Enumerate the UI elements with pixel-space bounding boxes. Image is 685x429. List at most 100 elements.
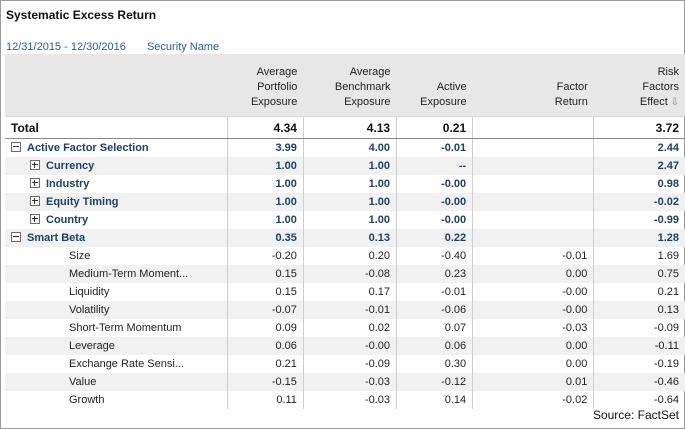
cell-risk-factors-effect: 0.75: [593, 265, 685, 283]
cell-factor-return: 0.01: [472, 373, 594, 391]
row-label-cell: Liquidity: [5, 283, 227, 301]
table-row: Growth 0.11 -0.03 0.14 -0.02 -0.64: [5, 391, 685, 409]
expand-icon[interactable]: [30, 196, 40, 206]
cell-avg-benchmark-exposure: 1.00: [302, 193, 397, 211]
cell-factor-return: [472, 175, 594, 193]
cell-risk-factors-effect: 3.72: [593, 116, 685, 139]
row-label-cell: Medium-Term Moment...: [5, 265, 228, 283]
table-row[interactable]: Equity Timing 1.00 1.00 -0.00 -0.02: [5, 193, 685, 211]
expand-icon[interactable]: [30, 160, 40, 170]
table-row[interactable]: Industry 1.00 1.00 -0.00 0.98: [5, 175, 685, 193]
cell-avg-portfolio-exposure: 3.99: [226, 138, 304, 157]
row-label-cell: Short-Term Momentum: [5, 319, 227, 337]
header-avg-benchmark-exposure-text: Benchmark: [334, 81, 391, 93]
row-label-cell: Exchange Rate Sensi...: [5, 355, 227, 373]
cell-risk-factors-effect: 0.13: [593, 301, 685, 319]
header-avg-portfolio-exposure-text: Portfolio: [257, 81, 298, 93]
cell-risk-factors-effect: -0.09: [593, 319, 685, 337]
cell-avg-portfolio-exposure: 0.06: [226, 337, 304, 355]
cell-avg-benchmark-exposure: -0.03: [302, 373, 397, 391]
cell-risk-factors-effect: 1.69: [593, 247, 685, 265]
cell-avg-benchmark-exposure: 0.17: [302, 283, 397, 301]
table-row[interactable]: Currency 1.00 1.00 -- 2.47: [5, 157, 685, 175]
table-row: Value -0.15 -0.03 -0.12 0.01 -0.46: [5, 373, 685, 391]
cell-avg-portfolio-exposure: 0.35: [226, 229, 304, 247]
report-subheader: 12/31/2015 - 12/30/2016 Security Name: [6, 41, 237, 53]
table-row: Short-Term Momentum 0.09 0.02 0.07 -0.03 -0.0…: [5, 319, 685, 337]
row-label-cell: Country: [5, 211, 227, 229]
header-avg-portfolio-exposure-text: Exposure: [250, 96, 298, 108]
cell-avg-benchmark-exposure: 1.00: [302, 157, 397, 175]
cell-avg-benchmark-exposure: -0.09: [302, 355, 397, 373]
row-label: Currency: [46, 160, 95, 172]
header-active-exposure[interactable]: Active Exposure: [396, 54, 473, 117]
table-row: Volatility -0.07 -0.01 -0.06 -0.00 0.13: [5, 301, 685, 319]
expand-icon[interactable]: [30, 214, 40, 224]
row-label: Liquidity: [69, 286, 110, 298]
cell-factor-return: [472, 138, 594, 157]
cell-active-exposure: -0.01: [396, 283, 473, 301]
cell-risk-factors-effect: 0.98: [593, 175, 685, 193]
cell-avg-benchmark-exposure: 4.13: [302, 116, 397, 139]
cell-factor-return: -0.00: [472, 301, 594, 319]
cell-avg-benchmark-exposure: 0.20: [302, 247, 397, 265]
header-risk-factors-effect-text: Factors: [642, 81, 679, 93]
table-row: Size -0.20 0.20 -0.40 -0.01 1.69: [5, 247, 685, 265]
date-range-link[interactable]: 12/31/2015 - 12/30/2016: [6, 41, 126, 53]
row-label: Size: [69, 250, 91, 262]
table-row: Medium-Term Moment... 0.15 -0.08 0.23 0.00 0.…: [5, 265, 685, 283]
cell-avg-portfolio-exposure: 1.00: [226, 175, 304, 193]
source-note: Source: FactSet: [592, 408, 679, 422]
cell-risk-factors-effect: -0.99: [593, 211, 685, 229]
cell-risk-factors-effect: -0.64: [593, 391, 685, 409]
collapse-icon[interactable]: [11, 142, 21, 152]
header-factor-return-text: Return: [554, 96, 588, 108]
table-header-row: Average Portfolio Exposure Average Benchmark…: [5, 54, 685, 117]
table-row: Exchange Rate Sensi... 0.21 -0.09 0.30 0.00-…: [5, 355, 685, 373]
cell-avg-benchmark-exposure: 0.13: [302, 229, 397, 247]
collapse-icon[interactable]: [11, 232, 21, 242]
cell-avg-benchmark-exposure: -0.08: [302, 265, 397, 283]
cell-risk-factors-effect: -0.02: [593, 193, 685, 211]
sort-descending-icon[interactable]: ⇩: [667, 97, 679, 108]
cell-risk-factors-effect: -0.19: [593, 355, 685, 373]
cell-active-exposure: --: [396, 157, 473, 175]
row-label-cell: Value: [5, 373, 228, 391]
security-name-link[interactable]: Security Name: [146, 41, 220, 53]
header-risk-factors-effect[interactable]: Risk Factors Effect ⇩: [593, 54, 685, 117]
header-factor-return[interactable]: Factor Return: [472, 54, 594, 117]
cell-avg-portfolio-exposure: 1.00: [226, 157, 304, 175]
cell-factor-return: 0.00: [472, 265, 594, 283]
cell-active-exposure: 0.21: [396, 116, 473, 139]
header-avg-benchmark-exposure[interactable]: Average Benchmark Exposure: [303, 54, 397, 117]
cell-active-exposure: -0.12: [396, 373, 473, 391]
cell-factor-return: [472, 157, 594, 175]
row-label-cell: Leverage: [5, 337, 228, 355]
row-label-cell: Smart Beta: [5, 229, 228, 247]
row-label: Volatility: [69, 304, 110, 316]
cell-factor-return: [472, 116, 594, 139]
header-active-exposure-text: Exposure: [420, 96, 467, 108]
cell-active-exposure: 0.22: [396, 229, 473, 247]
expand-icon[interactable]: [30, 178, 40, 188]
cell-factor-return: 0.00: [472, 355, 594, 373]
cell-active-exposure: -0.00: [396, 193, 473, 211]
header-avg-portfolio-exposure[interactable]: Average Portfolio Exposure: [227, 54, 304, 117]
table-row[interactable]: Active Factor Selection 3.99 4.00 -0.01 2.44: [5, 138, 685, 157]
cell-active-exposure: -0.01: [396, 138, 473, 157]
cell-avg-benchmark-exposure: 1.00: [302, 175, 397, 193]
row-label: Active Factor Selection: [27, 142, 149, 154]
cell-avg-benchmark-exposure: -0.00: [302, 337, 397, 355]
cell-active-exposure: 0.06: [396, 337, 473, 355]
cell-risk-factors-effect: -0.11: [593, 337, 685, 355]
row-label: Smart Beta: [27, 232, 86, 244]
cell-factor-return: -0.03: [472, 319, 594, 337]
table-row[interactable]: Country 1.00 1.00 -0.00 -0.99: [5, 211, 685, 229]
table-row[interactable]: Smart Beta 0.35 0.13 0.22 1.28: [5, 229, 685, 247]
row-label-cell: Volatility: [5, 301, 228, 319]
table-row: Leverage 0.06 -0.00 0.06 0.00 -0.11: [5, 337, 685, 355]
cell-avg-benchmark-exposure: 4.00: [302, 138, 397, 157]
cell-avg-benchmark-exposure: -0.01: [302, 301, 397, 319]
header-factor-return-text: Factor: [556, 81, 588, 93]
cell-avg-portfolio-exposure: 0.15: [226, 283, 304, 301]
